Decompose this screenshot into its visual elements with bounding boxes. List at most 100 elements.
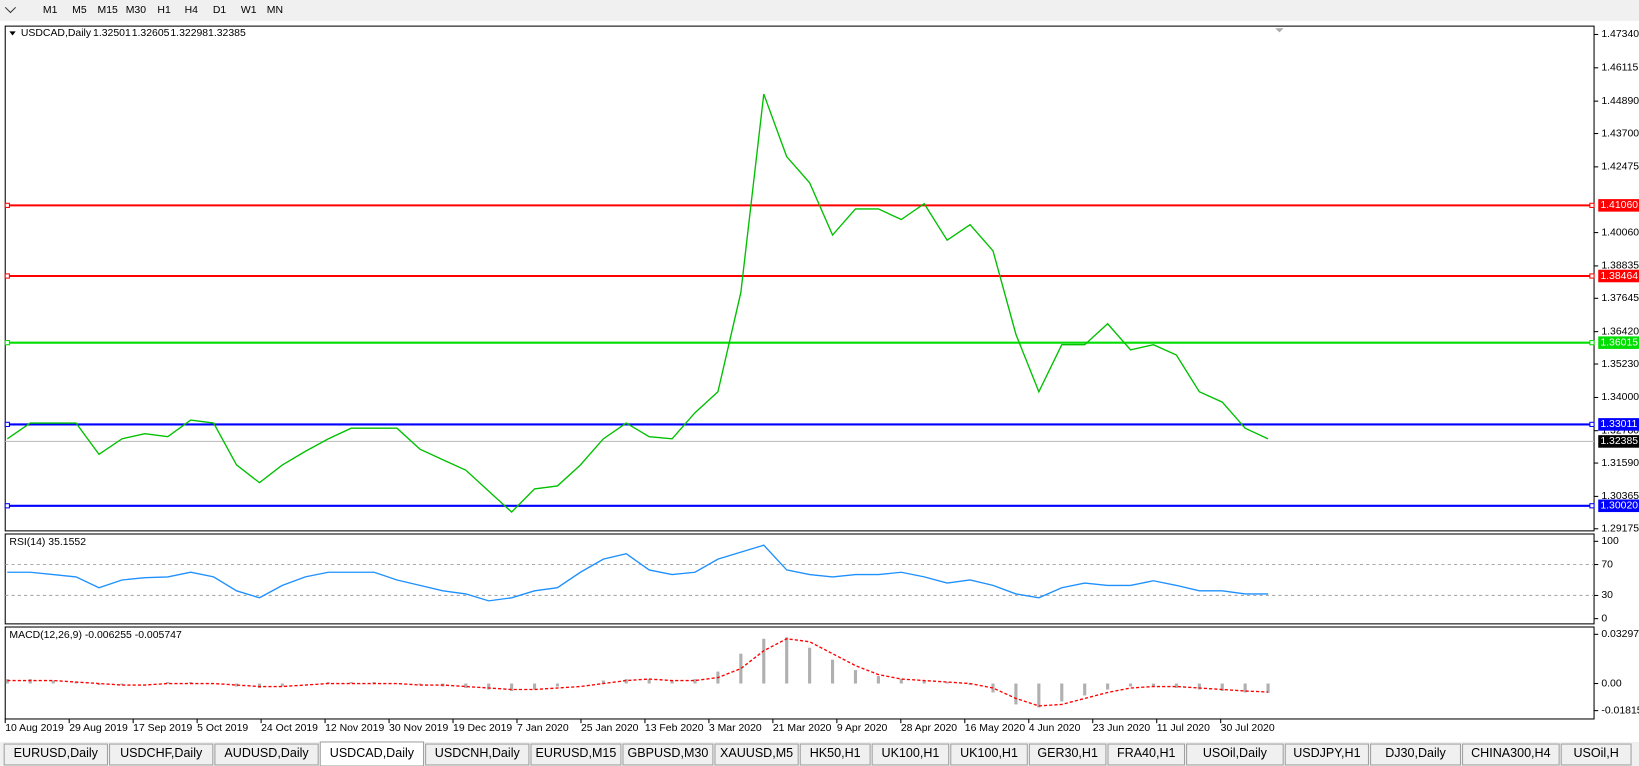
x-tick-label: 11 Jul 2020	[1157, 723, 1210, 734]
tab[interactable]	[799, 743, 871, 766]
tab[interactable]	[1370, 743, 1461, 766]
y-tick-label: 1.30365	[1601, 491, 1639, 502]
tab[interactable]	[714, 743, 799, 766]
y-tick-label: 1.32780	[1601, 425, 1639, 436]
tab-label[interactable]: USDCHF,Daily	[120, 746, 203, 760]
x-tick-label: 23 Jun 2020	[1093, 723, 1151, 734]
x-tick-label: 13 Feb 2020	[645, 723, 704, 734]
tab-label[interactable]: GBPUSD,M30	[628, 746, 709, 760]
level-handle	[4, 340, 10, 346]
y-tick-label: 0	[1601, 613, 1607, 624]
tab[interactable]	[1107, 743, 1186, 766]
tab-label[interactable]: USOil,H	[1574, 746, 1619, 760]
macd-title: MACD(12,26,9) -0.006255 -0.005747	[9, 630, 182, 641]
y-tick-label: 1.34000	[1601, 392, 1639, 403]
tab[interactable]	[622, 743, 714, 766]
toolbar	[0, 0, 1639, 21]
x-tick-label: 4 Jun 2020	[1029, 723, 1081, 734]
tab-label[interactable]: CHINA300,H4	[1471, 746, 1550, 760]
pane-menu-icon[interactable]	[9, 31, 16, 36]
x-tick-label: 7 Jan 2020	[517, 723, 569, 734]
level-handle	[1589, 421, 1595, 428]
timeframe-button[interactable]: M1	[43, 5, 58, 16]
tab[interactable]	[871, 743, 950, 766]
level-handle	[1589, 503, 1595, 509]
y-tick-label: 0.00	[1601, 678, 1622, 689]
level-label-box	[1598, 499, 1639, 513]
tab-label[interactable]: EURUSD,M15	[536, 746, 617, 760]
y-tick-label: 1.29175	[1601, 524, 1639, 535]
tab[interactable]	[1560, 743, 1632, 766]
rsi-line	[7, 544, 1269, 602]
timeframe-button[interactable]: W1	[241, 5, 257, 16]
tab[interactable]	[425, 743, 530, 766]
y-tick-label: 1.38835	[1601, 261, 1639, 272]
bid-label-box	[1598, 435, 1639, 448]
tab-label[interactable]: XAUUSD,M5	[720, 746, 793, 760]
tab-label[interactable]: UK100,H1	[960, 746, 1018, 760]
tab-label[interactable]: DJ30,Daily	[1385, 746, 1446, 760]
tab-label[interactable]: EURUSD,Daily	[14, 746, 99, 760]
level-label-box	[1598, 336, 1639, 349]
tab-label[interactable]: USOil,Daily	[1203, 746, 1268, 760]
tab-label[interactable]: FRA40,H1	[1117, 746, 1176, 760]
level-handle	[4, 503, 10, 509]
tab[interactable]	[1028, 743, 1107, 766]
tab[interactable]	[1284, 743, 1370, 766]
macd-pane	[4, 626, 1595, 720]
tab-label[interactable]: UK100,H1	[882, 746, 940, 760]
level-label: 1.36015	[1600, 337, 1638, 348]
tab[interactable]	[319, 741, 425, 766]
tab[interactable]	[3, 743, 108, 766]
x-tick-label: 30 Jul 2020	[1221, 723, 1275, 734]
tab-label[interactable]: USDJPY,H1	[1293, 746, 1360, 760]
y-tick-label: 70	[1601, 559, 1613, 570]
level-label-box	[1598, 418, 1639, 431]
level-handle	[1589, 340, 1595, 346]
tab-label[interactable]: GER30,H1	[1037, 746, 1098, 760]
y-tick-label: 0.032972	[1601, 629, 1639, 640]
x-tick-label: 29 Aug 2019	[69, 723, 128, 734]
timeframe-button[interactable]: M30	[126, 5, 147, 16]
shift-marker	[1275, 28, 1284, 33]
level-label: 1.30020	[1600, 501, 1638, 512]
y-tick-label: 1.43700	[1601, 128, 1639, 139]
tab-label[interactable]: USDCNH,Daily	[435, 746, 521, 760]
tab-label[interactable]: USDCAD,Daily	[330, 746, 415, 760]
x-tick-label: 19 Dec 2019	[453, 723, 512, 734]
timeframe-button[interactable]: H1	[157, 5, 171, 16]
timeframe-button[interactable]: H4	[185, 5, 199, 16]
tab[interactable]	[1462, 743, 1560, 766]
x-tick-label: 17 Sep 2019	[133, 723, 192, 734]
x-tick-label: 9 Apr 2020	[837, 723, 888, 734]
tab-label[interactable]: HK50,H1	[810, 746, 861, 760]
y-tick-label: 100	[1601, 536, 1619, 547]
x-tick-label: 28 Apr 2020	[901, 723, 957, 734]
y-tick-label: 1.35230	[1601, 359, 1639, 370]
tab[interactable]	[1186, 743, 1284, 766]
level-label: 1.33011	[1600, 419, 1637, 430]
y-tick-label: 1.42475	[1601, 162, 1639, 173]
timeframe-button[interactable]: M15	[98, 5, 119, 16]
x-tick-label: 25 Jan 2020	[581, 723, 639, 734]
level-label-box	[1598, 269, 1639, 283]
draw-tool-icon[interactable]	[4, 6, 17, 14]
ohlc-value: 1.32605	[132, 28, 170, 39]
x-tick-label: 12 Nov 2019	[325, 723, 384, 734]
timeframe-button[interactable]: M5	[72, 5, 87, 16]
tab[interactable]	[214, 743, 319, 766]
symbol-label: USDCAD,Daily	[21, 28, 92, 39]
tab-label[interactable]: AUDUSD,Daily	[224, 746, 309, 760]
y-tick-label: 1.40060	[1601, 227, 1639, 238]
tab[interactable]	[950, 743, 1028, 766]
level-handle	[1589, 273, 1595, 279]
rsi-pane	[4, 533, 1595, 625]
y-tick-label: 1.44890	[1601, 96, 1639, 107]
timeframe-button[interactable]: MN	[267, 5, 283, 16]
level-handle	[4, 421, 10, 428]
y-tick-label: 1.46115	[1601, 63, 1638, 74]
tab[interactable]	[109, 743, 214, 766]
timeframe-button[interactable]: D1	[213, 5, 227, 16]
tab[interactable]	[530, 743, 622, 766]
